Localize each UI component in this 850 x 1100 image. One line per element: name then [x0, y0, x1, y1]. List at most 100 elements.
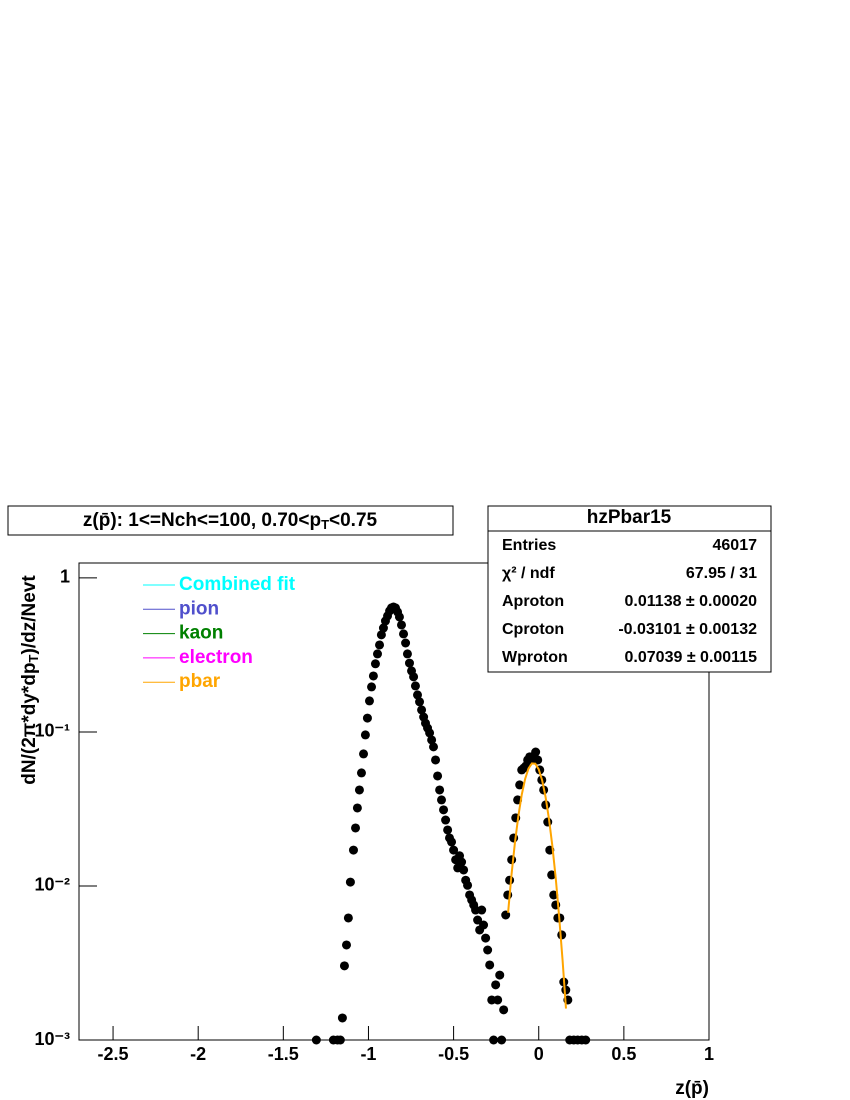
stats-value: -0.03101 ± 0.00132 [618, 621, 757, 638]
data-point [507, 855, 517, 865]
stats-value: 0.01138 ± 0.00020 [625, 593, 758, 610]
x-tick-label: -2.5 [98, 1044, 129, 1064]
x-axis-label: z(p̄) [675, 1078, 709, 1099]
stats-title: hzPbar15 [587, 507, 672, 528]
stats-label: Cproton [502, 621, 564, 638]
data-point [443, 825, 453, 835]
y-tick-label: 10⁻² [34, 875, 70, 895]
data-point [345, 877, 355, 887]
x-tick-label: -0.5 [438, 1044, 469, 1064]
data-point [356, 768, 366, 778]
data-point [425, 728, 435, 738]
y-label-part: )/dz/Nevt [19, 575, 40, 655]
data-point [483, 945, 493, 955]
data-point [415, 697, 425, 707]
data-point [581, 1035, 591, 1045]
data-point [402, 649, 412, 659]
data-point [473, 915, 483, 925]
stats-value: 67.95 / 31 [686, 565, 757, 582]
data-point [463, 880, 473, 890]
data-point [531, 747, 541, 757]
x-tick-label: 0.5 [611, 1044, 636, 1064]
title-part: <0.75 [329, 510, 378, 531]
stats-frame [487, 505, 772, 673]
data-point [401, 638, 411, 648]
y-tick-label: 1 [60, 567, 70, 587]
data-point [499, 1005, 509, 1015]
data-point [359, 749, 369, 759]
data-point [547, 870, 557, 880]
data-point [376, 630, 386, 640]
data-point [368, 671, 378, 681]
y-tick-label: 10⁻³ [34, 1029, 70, 1049]
stats-label: χ² / ndf [502, 565, 555, 582]
x-tick-label: -1.5 [268, 1044, 299, 1064]
chart-title: z(p̄): 1<=Nch<=100, 0.70<pT<0.75 [83, 510, 378, 532]
stats-label: Aproton [502, 593, 564, 610]
data-point [311, 1035, 321, 1045]
data-point [489, 1035, 499, 1045]
legend-label: pion [179, 598, 219, 619]
data-point [481, 933, 491, 943]
x-tick-label: -1 [360, 1044, 376, 1064]
data-point [364, 696, 374, 706]
title-subscript: T [321, 517, 329, 532]
title-part: z(p̄): 1<=Nch<=100, 0.70<p [83, 510, 321, 531]
stats-box: hzPbar15 [487, 505, 772, 673]
data-point [339, 961, 349, 971]
x-tick-label: -2 [190, 1044, 206, 1064]
plot-frame [78, 562, 710, 1041]
data-point [394, 612, 404, 622]
data-point [477, 905, 487, 915]
data-point [412, 690, 422, 700]
data-point [410, 681, 420, 691]
data-point [341, 940, 351, 950]
data-point [439, 805, 449, 815]
data-point [457, 857, 467, 867]
data-point [533, 755, 543, 765]
data-point [335, 1035, 345, 1045]
data-point [433, 771, 443, 781]
data-point [437, 795, 447, 805]
legend-label: kaon [179, 623, 223, 644]
data-point [343, 913, 353, 923]
y-label-part: dN/(2π*dy*dp [19, 662, 40, 784]
data-point [491, 980, 501, 990]
data-point [441, 815, 451, 825]
data-point [370, 659, 380, 669]
x-tick-label: 0 [534, 1044, 544, 1064]
stats-label: Wproton [502, 649, 568, 666]
y-label-subscript: T [26, 654, 41, 662]
legend-label: pbar [179, 671, 221, 692]
data-point [429, 742, 439, 752]
data-point [497, 1035, 507, 1045]
data-point [505, 875, 515, 885]
stats-label: Entries [502, 537, 556, 554]
y-tick-label: 10⁻¹ [34, 721, 70, 741]
data-point [375, 640, 385, 650]
data-point [479, 920, 489, 930]
data-point [348, 845, 358, 855]
legend-label: Combined fit [179, 574, 296, 595]
data-point [459, 865, 469, 875]
data-point [399, 629, 409, 639]
x-tick-label: 1 [704, 1044, 714, 1064]
data-point [354, 785, 364, 795]
data-point [337, 1013, 347, 1023]
stats-value: 46017 [713, 537, 758, 554]
data-point [372, 649, 382, 659]
data-point [427, 735, 437, 745]
data-point [351, 823, 361, 833]
data-point [367, 682, 377, 692]
data-point [417, 705, 427, 715]
title-box [7, 505, 454, 536]
fit-curve [507, 762, 567, 1009]
stats-value: 0.07039 ± 0.00115 [625, 649, 758, 666]
data-point [435, 785, 445, 795]
data-point [493, 995, 503, 1005]
data-point [495, 970, 505, 980]
data-point [352, 803, 362, 813]
data-point [360, 730, 370, 740]
data-point [485, 960, 495, 970]
